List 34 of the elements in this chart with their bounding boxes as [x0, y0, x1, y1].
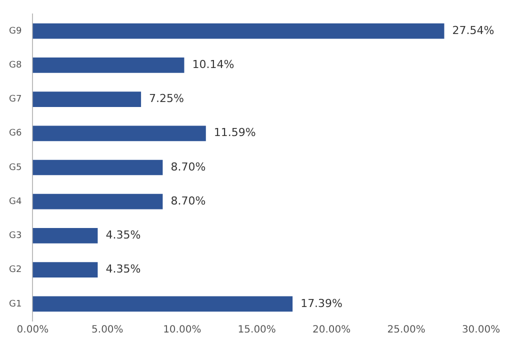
y-tick-label: G4	[8, 196, 22, 207]
x-tick-label: 20.00%	[312, 324, 351, 336]
bar	[32, 296, 293, 312]
y-tick-label: G3	[8, 231, 22, 242]
data-label: 8.70%	[170, 160, 206, 174]
bar	[32, 57, 184, 73]
bar	[32, 160, 163, 176]
x-tick-label: 5.00%	[92, 324, 124, 336]
x-tick-label: 25.00%	[387, 324, 426, 336]
x-tick-label: 10.00%	[163, 324, 202, 336]
data-label: 10.14%	[192, 58, 234, 72]
y-tick-label: G1	[8, 299, 22, 310]
data-label: 27.54%	[452, 24, 494, 37]
bar	[32, 194, 163, 210]
y-tick-label: G9	[8, 26, 22, 36]
x-tick-label: 0.00%	[16, 324, 49, 336]
x-tick-label: 30.00%	[462, 324, 500, 336]
x-tick-label: 15.00%	[238, 324, 276, 336]
y-tick-label: G7	[8, 94, 22, 105]
y-tick-label: G2	[8, 265, 22, 276]
data-label: 4.35%	[106, 228, 141, 242]
bar	[32, 262, 98, 278]
data-label: 17.39%	[300, 296, 343, 310]
y-tick-label: G5	[8, 162, 22, 173]
bar	[32, 228, 98, 244]
bar	[32, 126, 206, 142]
data-label: 8.70%	[170, 194, 206, 208]
data-label: 11.59%	[214, 126, 256, 140]
data-label: 7.25%	[149, 92, 184, 106]
data-label: 4.35%	[106, 262, 141, 276]
bar	[32, 92, 142, 107]
bar	[32, 23, 444, 39]
y-tick-label: G6	[8, 128, 22, 139]
y-tick-label: G8	[8, 60, 22, 71]
